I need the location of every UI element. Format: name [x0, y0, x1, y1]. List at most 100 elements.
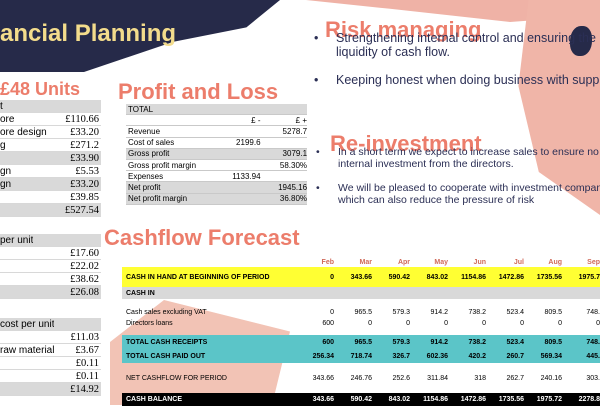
- table-row: £33.90: [0, 152, 101, 165]
- profit-loss-table: TOTAL £ - £ + Revenue 5278.7 Cost of sales 219…: [126, 104, 307, 205]
- pl-credit: 3079.1: [282, 149, 308, 159]
- slide-title: ancial Planning: [0, 20, 177, 47]
- pl-label: Net profit: [128, 182, 161, 192]
- cashflow-row-label: Cash sales excluding VAT: [126, 309, 207, 316]
- month-label: Jul: [513, 258, 524, 266]
- pl-row: Net profit 1945.16: [126, 182, 308, 194]
- pl-row: Gross profit margin 58.30%: [126, 160, 307, 172]
- cashflow-cell: 420.2: [468, 352, 486, 360]
- row-value: £33.90: [70, 152, 99, 164]
- bullet-text: In a short term we expect to increase sa…: [338, 146, 600, 170]
- cashflow-row-label: TOTAL CASH RECEIPTS: [126, 338, 208, 346]
- cashflow-cell: 1735.56: [536, 273, 562, 281]
- bullet-dot: •: [314, 31, 319, 45]
- cashflow-cell: 0: [520, 320, 524, 327]
- cashflow-cell: 602.36: [426, 352, 448, 360]
- pl-row: Cost of sales 2199.6: [126, 138, 307, 149]
- cashflow-row: CASH BALANCE 343.66 590.42 843.02 1154.86 147…: [122, 393, 600, 406]
- cashflow-cell: 843.02: [388, 396, 410, 403]
- bullet-item: • Strengthening internal control and ensu…: [314, 31, 600, 59]
- cashflow-cell: 1975.72: [536, 396, 562, 403]
- cashflow-cell: 0: [330, 309, 334, 316]
- unit-cost-table: t ore £110.66 ore design £33.20 g £271.2 £33.90…: [0, 100, 101, 217]
- row-value: £33.20: [70, 126, 99, 138]
- cashflow-cell: 0: [330, 273, 334, 281]
- cashflow-row: Cash sales excluding VAT 0 965.5 579.3 914.2…: [122, 307, 600, 318]
- cashflow-row: TOTAL CASH PAID OUT 256.34 718.74 326.7 602.…: [122, 349, 600, 363]
- cashflow-cell: 738.2: [468, 338, 486, 346]
- month-label: Aug: [548, 258, 562, 266]
- cashflow-cell: 914.2: [430, 309, 448, 316]
- profit-loss-heading: Profit and Loss: [118, 79, 279, 104]
- cashflow-cell: 1975.7: [578, 273, 600, 281]
- pl-row: Net profit margin 36.80%: [126, 193, 308, 205]
- cashflow-cell: 260.7: [506, 352, 524, 360]
- row-value: £26.08: [70, 286, 99, 298]
- row-value: £5.53: [75, 165, 99, 177]
- table-row: raw material £3.67: [0, 344, 101, 357]
- cashflow-cell: 809.5: [544, 338, 562, 346]
- cashflow-row: [122, 385, 600, 393]
- table-header-row: cost per unit: [0, 318, 101, 331]
- month-label: Sep: [587, 258, 600, 266]
- cashflow-row-label: TOTAL CASH PAID OUT: [126, 352, 206, 360]
- units-heading-text: 48 Units: [10, 79, 81, 99]
- row-value: £38.62: [70, 273, 99, 285]
- cashflow-cell: 318: [474, 374, 486, 382]
- cashflow-row-label: Directors loans: [126, 320, 173, 327]
- cashflow-cell: 600: [322, 320, 334, 327]
- pl-credit: 1945.16: [278, 182, 308, 192]
- cashflow-cell: 343.66: [312, 374, 334, 382]
- pl-debit: £ -: [251, 115, 261, 125]
- cashflow-cell: 1735.56: [498, 396, 524, 403]
- table-row: £0.11: [0, 370, 101, 383]
- table-row: gn £5.53: [0, 165, 101, 178]
- pl-debit: 2199.6: [236, 138, 261, 148]
- row-value: £110.66: [65, 113, 99, 125]
- table-row: £38.62: [0, 273, 101, 286]
- cashflow-cell: 579.3: [392, 338, 410, 346]
- cashflow-cell: 0: [444, 320, 448, 327]
- cashflow-cell: 0: [596, 320, 600, 327]
- pl-row: £ - £ +: [126, 115, 307, 127]
- row-label: raw material: [0, 344, 55, 356]
- pl-credit: 36.80%: [279, 194, 308, 204]
- cashflow-cell: 326.7: [392, 352, 410, 360]
- cashflow-cell: 0: [482, 320, 486, 327]
- cashflow-table: Feb Mar Apr May Jun Jul Aug Sep CASH IN HAND AT …: [122, 257, 600, 406]
- cashflow-cell: 748.: [586, 309, 600, 316]
- row-value: £527.54: [64, 204, 99, 216]
- table-header-label: per unit: [0, 234, 34, 246]
- bullet-item: • We will be pleased to cooperate with in…: [316, 182, 600, 206]
- cashflow-row: NET CASHFLOW FOR PERIOD 343.66 246.76 252.6…: [122, 371, 600, 385]
- cashflow-cell: 738.2: [468, 309, 486, 316]
- table-row: £26.08: [0, 286, 101, 299]
- cashflow-cell: 240.16: [540, 374, 562, 382]
- row-value: £39.85: [70, 191, 99, 203]
- pl-label: TOTAL: [128, 104, 154, 114]
- cashflow-cell: 0: [368, 320, 372, 327]
- row-value: £11.03: [70, 331, 100, 343]
- table-row: ore £110.66: [0, 113, 101, 126]
- cashflow-cell: 303.: [586, 374, 600, 382]
- reinvestment-heading: Re-investment: [330, 131, 482, 156]
- row-value: £14.92: [70, 383, 99, 395]
- month-label: Mar: [359, 258, 372, 266]
- table-row: £39.85: [0, 191, 101, 204]
- table-row: £11.03: [0, 331, 101, 344]
- bullet-dot: •: [314, 73, 319, 87]
- cashflow-cell: 914.2: [430, 338, 448, 346]
- cashflow-cell: 1154.86: [461, 273, 486, 281]
- cashflow-cell: 311.84: [427, 374, 448, 382]
- cashflow-cell: 579.3: [392, 309, 410, 316]
- month-label: Apr: [397, 258, 410, 266]
- bullet-dot: •: [316, 182, 320, 194]
- cashflow-cell: 0: [558, 320, 562, 327]
- cashflow-cell: 569.34: [540, 352, 562, 360]
- row-value: £271.2: [70, 139, 99, 151]
- risk-heading: Risk managing: [325, 17, 482, 42]
- units-heading: £48 Units: [0, 79, 81, 99]
- table-row: £17.60: [0, 247, 101, 260]
- bullet-dot: •: [316, 146, 320, 158]
- cashflow-cell: 0: [406, 320, 410, 327]
